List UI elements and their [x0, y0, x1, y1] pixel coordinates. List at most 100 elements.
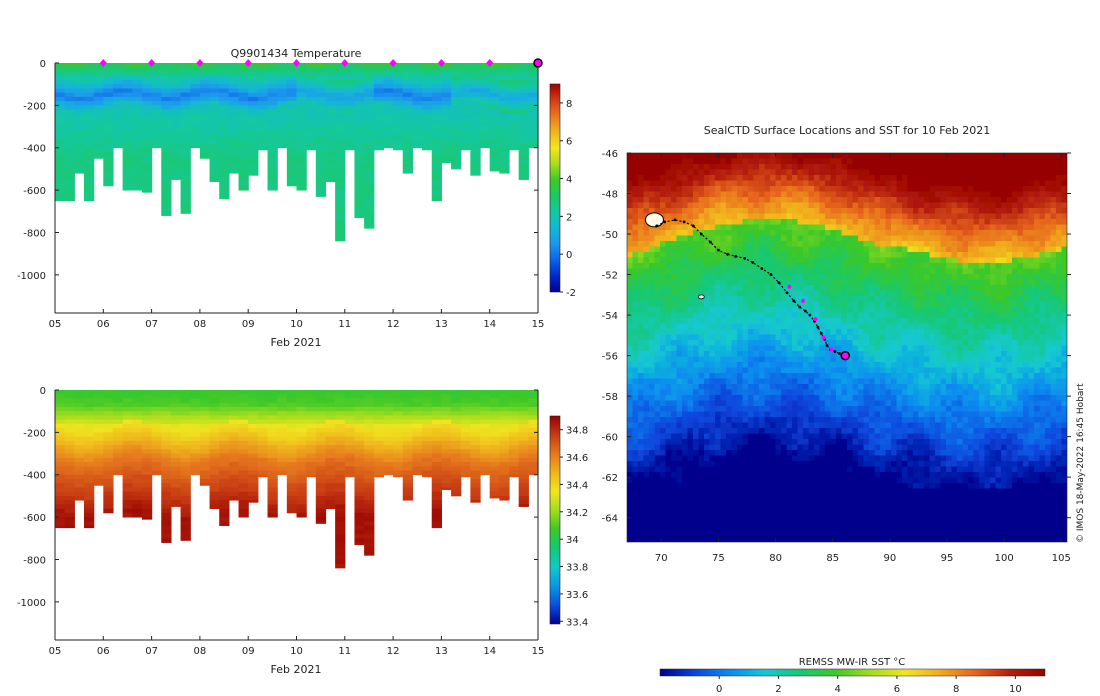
- salinity-cell: [83, 457, 95, 463]
- temperature-cell: [238, 105, 249, 111]
- salinity-cell: [441, 415, 452, 421]
- salinity-cell: [122, 491, 133, 497]
- temperature-cell: [470, 135, 481, 140]
- temperature-cell: [306, 126, 317, 132]
- temperature-cell: [161, 194, 172, 199]
- sst-cell: [814, 180, 820, 187]
- salinity-cell: [296, 449, 307, 454]
- salinity-cell: [315, 504, 327, 510]
- temperature-cell: [141, 75, 153, 81]
- salinity-cell: [325, 453, 336, 459]
- temperature-cell: [364, 96, 375, 102]
- temperature-cell: [132, 67, 143, 72]
- salinity-cell: [161, 478, 172, 484]
- sst-cell: [1034, 246, 1040, 253]
- sst-cell: [687, 219, 694, 225]
- sst-cell: [869, 257, 875, 264]
- sst-cell: [995, 175, 1002, 181]
- sst-cell: [825, 274, 831, 280]
- salinity-cell: [441, 483, 452, 488]
- temperature-cell: [219, 151, 230, 157]
- salinity-cell: [190, 445, 201, 450]
- temperature-cell: [402, 113, 414, 119]
- salinity-cell: [219, 415, 230, 421]
- salinity-cell: [74, 428, 85, 433]
- salinity-cell: [451, 411, 462, 416]
- sst-cell: [775, 230, 782, 236]
- salinity-cell: [364, 406, 375, 412]
- salinity-cell: [470, 415, 481, 421]
- salinity-cell: [528, 402, 539, 408]
- sst-cell: [973, 290, 980, 297]
- sst-cell: [869, 290, 875, 297]
- sst-cell: [770, 263, 776, 269]
- temperature-cell: [286, 135, 298, 140]
- sst-cell: [770, 257, 776, 264]
- salinity-cell: [267, 394, 278, 399]
- sst-cell: [891, 263, 897, 269]
- salinity-cell: [296, 462, 307, 467]
- sst-cell: [918, 208, 925, 214]
- sst-cell: [786, 213, 793, 220]
- salinity-cell: [470, 495, 481, 501]
- temperature-cell: [470, 118, 481, 123]
- sst-cell: [660, 246, 666, 253]
- sst-cell: [808, 186, 815, 192]
- salinity-cell: [518, 428, 529, 433]
- sst-cell: [995, 268, 1002, 275]
- sst-cell: [913, 219, 919, 225]
- temperature-cell: [518, 84, 529, 89]
- sst-cell: [968, 263, 974, 269]
- temperature-cell: [219, 147, 230, 153]
- sst-cell: [1045, 202, 1051, 209]
- salinity-cell: [277, 470, 288, 476]
- salinity-cell: [286, 406, 298, 412]
- sst-cell: [924, 164, 930, 170]
- sst-cell: [786, 191, 793, 198]
- salinity-cell: [422, 449, 433, 454]
- sst-cell: [1017, 241, 1024, 247]
- sst-cell: [698, 202, 705, 209]
- salinity-cell: [151, 390, 162, 395]
- temperature-cell: [219, 185, 230, 191]
- salinity-cell: [93, 432, 104, 438]
- sst-cell: [742, 290, 749, 297]
- temperature-cell: [335, 67, 346, 72]
- sst-cell: [759, 268, 765, 275]
- temperature-cell: [518, 151, 529, 157]
- temperature-cell: [325, 63, 336, 68]
- salinity-cell: [422, 462, 433, 467]
- sst-cell: [649, 208, 655, 214]
- temperature-cell: [451, 92, 462, 98]
- salinity-cell: [74, 445, 85, 450]
- salinity-cell: [528, 440, 539, 446]
- temperature-cell: [103, 135, 114, 140]
- salinity-cell: [354, 406, 365, 412]
- sst-cell: [1050, 224, 1057, 231]
- temperature-cell: [354, 173, 365, 178]
- sst-cell: [830, 213, 837, 220]
- salinity-cell: [199, 398, 211, 404]
- temperature-cell: [112, 122, 124, 127]
- sst-cell: [984, 257, 991, 264]
- temperature-cell: [499, 96, 510, 102]
- sst-cell: [1028, 202, 1035, 209]
- sst-cell: [753, 268, 760, 275]
- temperature-cell: [209, 143, 220, 149]
- salinity-cell: [296, 500, 307, 505]
- temperature-cell: [74, 84, 85, 89]
- sst-cell: [852, 224, 859, 231]
- sst-cell: [654, 208, 661, 214]
- temperature-cell: [267, 168, 278, 174]
- y-tick-label: -1000: [17, 271, 46, 282]
- sst-cell: [830, 268, 837, 275]
- sst-cell: [704, 197, 710, 203]
- sst-cell: [720, 208, 727, 214]
- temperature-cell: [219, 96, 230, 102]
- salinity-cell: [132, 470, 143, 476]
- sst-cell: [792, 268, 798, 275]
- temperature-cell: [228, 92, 240, 98]
- salinity-cell: [315, 500, 327, 505]
- temperature-cell: [354, 177, 365, 183]
